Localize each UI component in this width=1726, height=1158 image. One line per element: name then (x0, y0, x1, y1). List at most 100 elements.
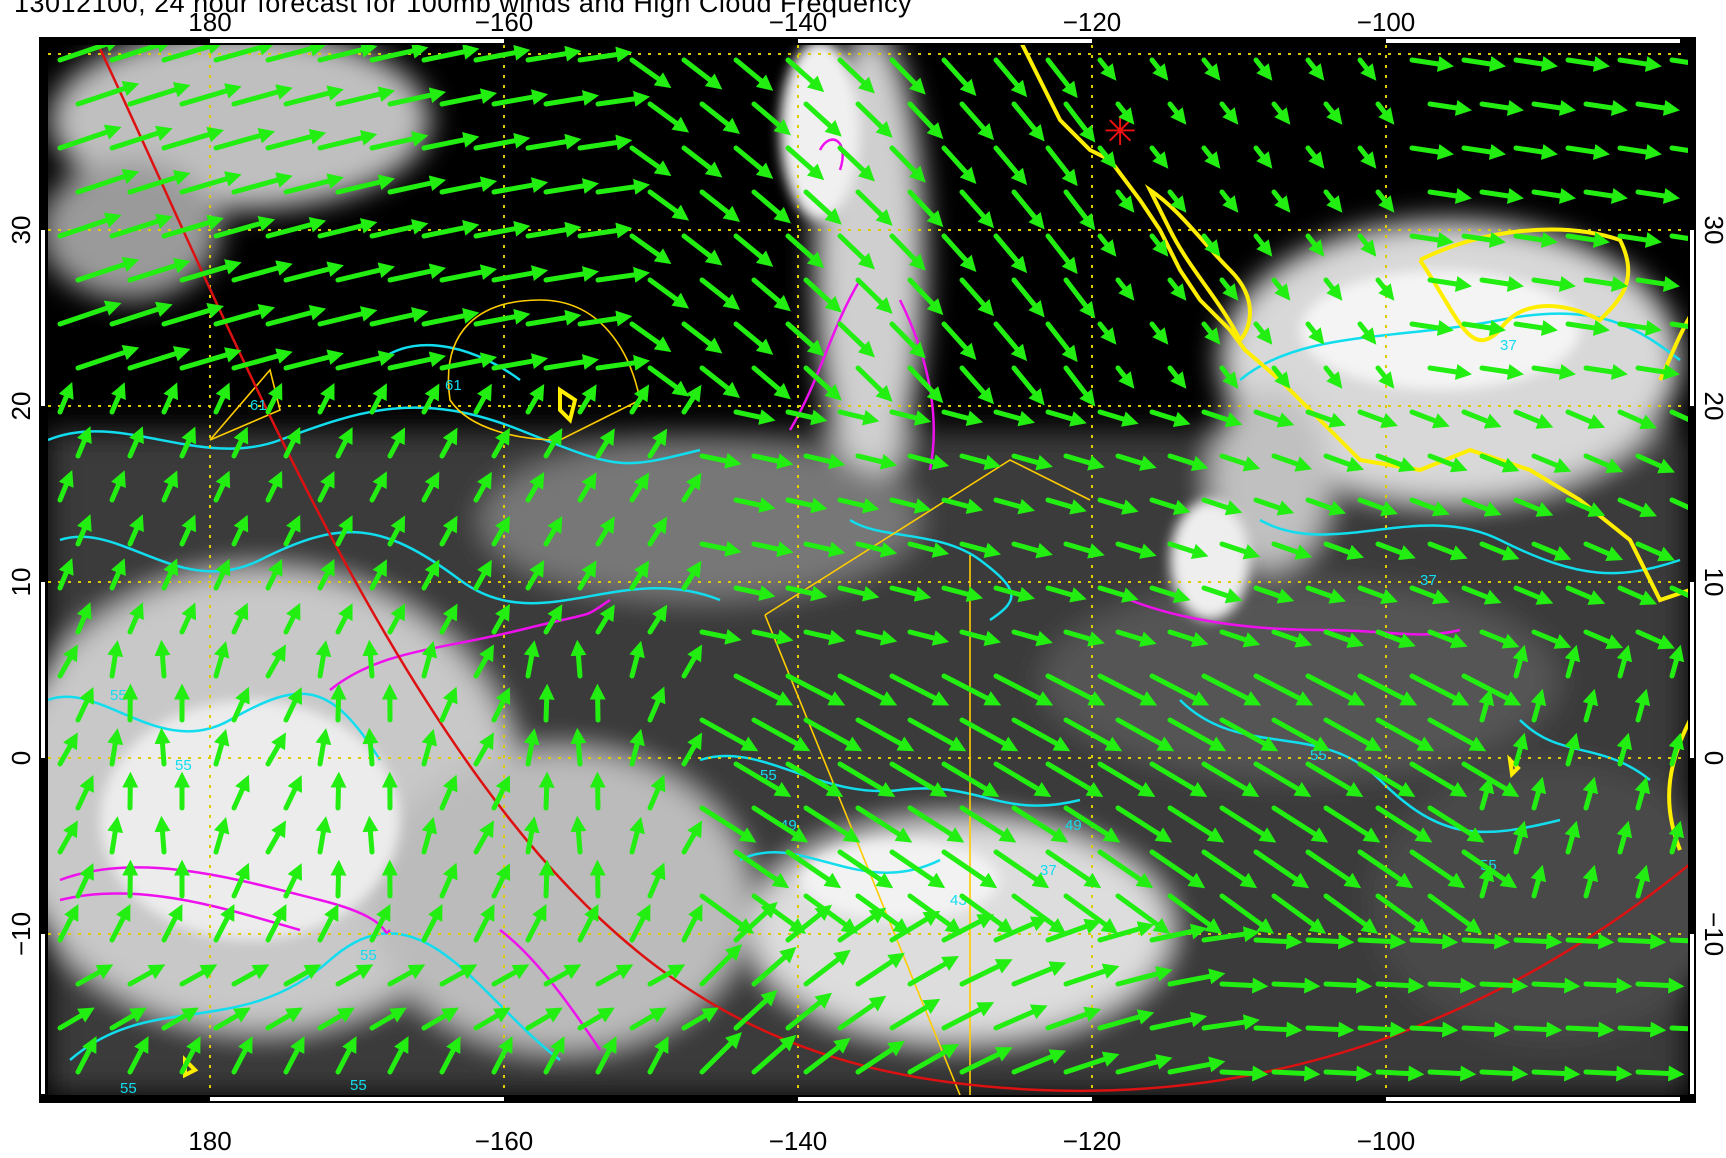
wind-arrow (855, 101, 893, 138)
wind-arrow (1635, 188, 1680, 204)
wind-arrow (387, 87, 447, 107)
wind-arrow (647, 516, 668, 547)
wind-arrow (785, 673, 846, 706)
wind-arrow (855, 952, 905, 987)
wind-arrow (491, 964, 530, 987)
wind-arrow (907, 541, 950, 558)
wind-arrow (491, 515, 510, 547)
wind-arrow (699, 453, 742, 469)
wind-arrow (439, 964, 478, 987)
wind-arrow (1616, 732, 1633, 767)
wind-arrow (907, 277, 944, 316)
wind-arrow (629, 640, 645, 679)
wind-arrow (1253, 409, 1295, 428)
wind-arrow (699, 629, 742, 645)
wind-arrow (1201, 497, 1243, 516)
lon-tick-label: −100 (1357, 1126, 1416, 1156)
wind-arrow (283, 863, 302, 899)
wind-arrow (1097, 57, 1117, 81)
wind-arrow (941, 233, 977, 272)
wind-arrow (107, 728, 124, 767)
wind-arrow (369, 131, 429, 151)
wind-arrow (993, 916, 1048, 943)
lat-tick-label: 0 (6, 751, 36, 765)
wind-arrow (179, 514, 197, 547)
wind-arrow (577, 384, 597, 415)
wind-arrow (993, 497, 1035, 515)
wind-arrow (283, 687, 302, 723)
wind-arrow (1409, 56, 1454, 72)
wind-arrow (1513, 232, 1558, 248)
wind-arrow (941, 409, 984, 426)
wind-arrow (1115, 453, 1157, 471)
wind-arrow (335, 86, 396, 107)
wind-arrow (889, 761, 948, 797)
wind-arrow (993, 761, 1052, 797)
wind-arrow (1409, 497, 1450, 517)
wind-arrow (1115, 277, 1135, 301)
wind-arrow (1011, 101, 1045, 142)
wind-arrow (75, 344, 140, 371)
wind-arrow (330, 683, 347, 723)
frame-bars (41, 39, 1694, 1101)
wind-arrow (1305, 409, 1347, 428)
wind-arrow (1617, 933, 1667, 950)
wind-arrow (283, 349, 344, 371)
wind-arrow (525, 133, 582, 151)
wind-arrow (369, 45, 429, 63)
wind-arrow (1669, 145, 1688, 153)
wind-arrow (335, 262, 396, 283)
wind-arrow (1513, 409, 1554, 429)
wind-arrow (570, 815, 587, 855)
wind-arrow (993, 145, 1028, 186)
wind-arrow (543, 964, 582, 987)
wind-arrow (283, 173, 344, 195)
lat-tick-label: −10 (6, 912, 36, 956)
wind-arrow (959, 805, 1017, 843)
contour-label: 61 (445, 377, 462, 394)
wind-arrow (785, 904, 832, 943)
wind-arrow (889, 910, 941, 943)
wind-arrow (1305, 497, 1347, 516)
wind-arrow (1375, 1065, 1425, 1082)
wind-arrow (595, 178, 651, 195)
wind-arrow (265, 820, 286, 855)
wind-arrow (907, 805, 965, 843)
wind-arrow (75, 964, 114, 987)
wind-arrow (1045, 145, 1078, 187)
wind-arrow (265, 217, 327, 239)
wind-arrow (421, 728, 438, 767)
wind-arrow (785, 497, 828, 514)
wind-arrow (1305, 145, 1325, 169)
wind-arrow (751, 189, 791, 224)
contour-label: 37 (1040, 862, 1057, 879)
wind-arrow (317, 45, 378, 63)
wind-arrow (1461, 497, 1502, 517)
wind-arrow (439, 603, 458, 635)
wind-arrow (109, 382, 126, 415)
wind-arrow (107, 640, 124, 679)
wind-arrow (751, 717, 811, 752)
wind-arrow (1063, 277, 1096, 319)
wind-arrow (1149, 497, 1191, 516)
wind-arrow (1253, 145, 1273, 169)
wind-arrow (785, 145, 825, 181)
wind-arrow (733, 673, 794, 706)
wind-arrow (387, 1036, 409, 1075)
wind-arrow (1565, 320, 1610, 336)
wind-arrow (681, 644, 703, 679)
wind-arrow (1063, 101, 1096, 143)
wind-arrow (1427, 893, 1483, 934)
wind-arrow (421, 640, 438, 679)
wind-arrow (473, 45, 531, 63)
wind-arrow (1253, 673, 1314, 706)
wind-arrow (543, 266, 600, 283)
wind-arrow (629, 728, 645, 767)
wind-arrow (1357, 933, 1407, 950)
wind-arrow (1669, 57, 1688, 65)
wind-arrow (595, 516, 615, 547)
wind-arrow (889, 673, 950, 706)
wind-arrow (1045, 233, 1078, 275)
wind-arrow (369, 219, 429, 239)
wind-arrow (1513, 320, 1558, 336)
